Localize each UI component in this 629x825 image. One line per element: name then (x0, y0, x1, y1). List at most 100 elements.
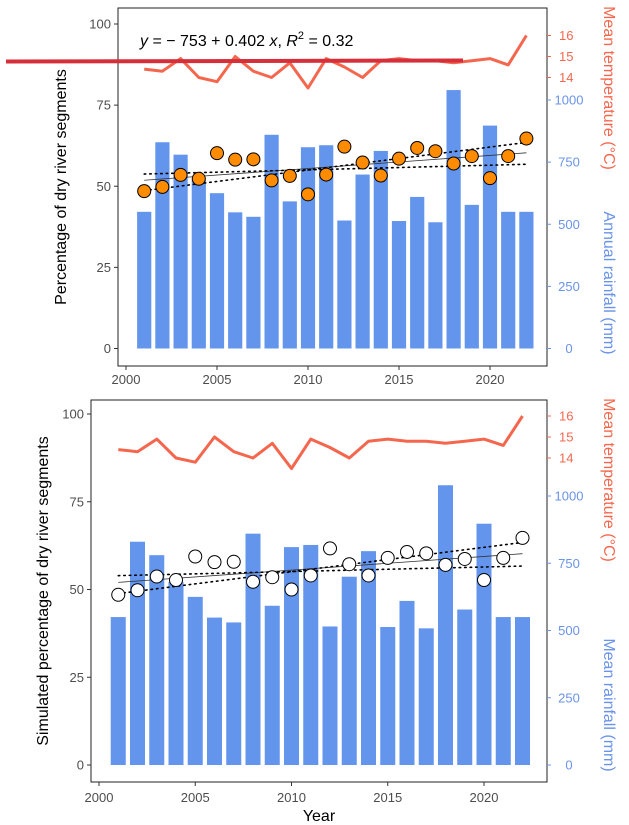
data-point (284, 582, 299, 597)
rainfall-bar (446, 90, 461, 349)
rainfall-bar (300, 147, 316, 349)
rainfall-bar (283, 547, 300, 765)
data-point (355, 155, 370, 170)
rainfall-tick-label: 500 (558, 217, 580, 232)
data-point (169, 573, 183, 588)
rainfall-bar (187, 596, 203, 765)
x-tick-label: 2000 (112, 372, 141, 387)
data-point (226, 554, 241, 569)
data-point (483, 171, 497, 186)
data-point (130, 583, 145, 598)
rainfall-bar (410, 196, 425, 349)
rainfall-bar (129, 541, 146, 765)
equation-part: y (139, 33, 149, 50)
x-tick-label: 2015 (385, 372, 414, 387)
data-point (446, 156, 461, 171)
temperature-tick-label: 15 (559, 430, 573, 445)
rainfall-bar (226, 622, 242, 765)
rainfall-bar (303, 544, 319, 765)
rainfall-bar (191, 179, 206, 349)
x-tick-label: 2010 (294, 372, 323, 387)
data-point (380, 550, 395, 565)
x-tick-label: 2005 (203, 372, 232, 387)
rainfall-bar (437, 485, 454, 765)
left-tick-label: 75 (97, 98, 111, 113)
data-point (188, 549, 203, 564)
rainfall-tick-label: 500 (558, 623, 580, 638)
equation-part: = 0.32 (304, 33, 353, 50)
data-point (519, 131, 534, 146)
left-tick-label: 0 (104, 341, 111, 356)
left-tick-label: 100 (62, 407, 84, 422)
x-tick-label: 2000 (85, 790, 114, 805)
data-point (515, 530, 530, 545)
confidence-lower-line (143, 163, 528, 175)
confidence-upper-line (143, 141, 528, 192)
data-point (419, 546, 434, 561)
data-point (191, 171, 206, 186)
left-tick-label: 0 (77, 758, 84, 773)
left-tick-label: 25 (97, 260, 111, 275)
data-point (400, 544, 414, 559)
data-point (155, 179, 170, 194)
red-strikethrough-line (5, 58, 464, 64)
plot-frame (117, 7, 548, 367)
x-axis-label: Year (303, 808, 336, 825)
rainfall-tick-label: 750 (558, 155, 580, 170)
rainfall-tick-label: 750 (558, 556, 580, 571)
y-axis-label: Percentage of dry river segments (53, 69, 70, 305)
equation-part: x (268, 33, 278, 50)
data-point (323, 541, 337, 556)
rainfall-tick-label: 1000 (555, 93, 584, 108)
rainfall-bar (319, 145, 334, 349)
temperature-line (118, 415, 524, 470)
temperature-tick-label: 14 (559, 451, 573, 466)
data-point (173, 167, 188, 182)
confidence-lower-line (117, 565, 524, 577)
data-point (246, 152, 261, 167)
rainfall-bar (519, 211, 534, 349)
data-point (392, 151, 406, 166)
rainfall-bar (501, 211, 516, 349)
left-tick-label: 50 (70, 582, 84, 597)
confidence-upper-line (117, 541, 524, 595)
data-point (438, 557, 453, 572)
rainfall-bar (282, 201, 297, 349)
rainfall-bar (245, 533, 261, 765)
data-point (477, 573, 491, 588)
temperature-axis-label: Mean temperature (°C) (600, 398, 617, 562)
data-point (303, 568, 318, 583)
rainfall-bar (495, 617, 511, 765)
rainfall-bar (380, 627, 396, 765)
rainfall-bar (155, 142, 170, 349)
rainfall-bar (209, 193, 225, 349)
data-point (319, 167, 334, 182)
data-point (501, 149, 516, 164)
data-point (373, 168, 388, 183)
data-point (361, 568, 376, 583)
rainfall-bar (391, 221, 407, 349)
rainfall-bar (418, 628, 434, 765)
temperature-tick-label: 16 (559, 28, 573, 43)
rainfall-bar (246, 216, 261, 349)
temperature-axis-label: Mean temperature (°C) (600, 6, 617, 170)
equation-part: 2 (298, 30, 304, 42)
rainfall-bar (206, 617, 223, 765)
rainfall-tick-label: 0 (565, 341, 572, 356)
rainfall-bar (457, 609, 473, 765)
overlay-annotation (5, 58, 464, 64)
left-tick-label: 75 (70, 494, 84, 509)
rainfall-bar (341, 576, 357, 765)
equation-part: , (277, 33, 286, 50)
data-point (337, 139, 352, 154)
data-point (246, 574, 260, 589)
temperature-tick-label: 14 (559, 70, 573, 85)
data-point (282, 168, 297, 183)
data-point (228, 152, 243, 167)
data-point (149, 569, 164, 584)
temperature-tick-label: 15 (559, 49, 573, 64)
data-point (264, 173, 279, 188)
regression-equation: y = − 753 + 0.402 x, R2 = 0.32 (139, 30, 353, 50)
rainfall-bar (428, 222, 443, 349)
